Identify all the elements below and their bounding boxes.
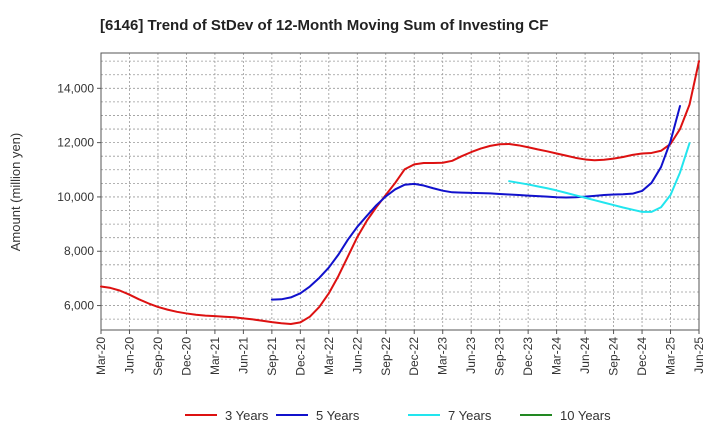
chart-title: [6146] Trend of StDev of 12-Month Moving… <box>100 17 548 34</box>
x-tick-label: Mar-20 <box>94 337 108 375</box>
x-tick-label: Jun-23 <box>464 337 478 374</box>
x-tick-label: Dec-22 <box>407 337 421 376</box>
x-tick-label: Jun-25 <box>692 337 706 374</box>
x-tick-label: Mar-23 <box>436 337 450 375</box>
y-tick-label: 10,000 <box>57 190 94 204</box>
x-tick-label: Sep-22 <box>379 337 393 376</box>
legend: 3 Years 5 Years 7 Years 10 Years <box>185 408 611 423</box>
series-group <box>100 60 700 326</box>
x-tick-label: Sep-20 <box>151 337 165 376</box>
x-tick-label: Dec-23 <box>521 337 535 376</box>
x-tick-label: Dec-20 <box>179 337 193 376</box>
x-tick-label: Mar-24 <box>550 337 564 375</box>
y-tick-label: 6,000 <box>64 299 94 313</box>
y-tick-label: 8,000 <box>64 244 94 258</box>
y-tick-label: 14,000 <box>57 81 94 95</box>
legend-label: 5 Years <box>316 408 360 423</box>
x-tick-label: Jun-21 <box>236 337 250 374</box>
plot-area <box>100 52 700 331</box>
x-tick-label: Mar-21 <box>208 337 222 375</box>
legend-label: 10 Years <box>560 408 611 423</box>
x-tick-label: Sep-24 <box>607 337 621 376</box>
x-tick-label: Mar-25 <box>664 337 678 375</box>
x-tick-label: Sep-21 <box>265 337 279 376</box>
series-line-3-years <box>100 60 700 326</box>
series-line-7-years <box>508 142 691 213</box>
x-axis: Mar-20 Jun-20 Sep-20 Dec-20 Mar-21 Jun-21 Sep-… <box>94 330 706 376</box>
grid <box>100 53 700 330</box>
y-tick-label: 12,000 <box>57 136 94 150</box>
x-tick-label: Dec-21 <box>293 337 307 376</box>
x-tick-label: Jun-22 <box>350 337 364 374</box>
x-tick-label: Mar-22 <box>322 337 336 375</box>
x-tick-label: Sep-23 <box>493 337 507 376</box>
legend-label: 7 Years <box>448 408 492 423</box>
x-tick-label: Dec-24 <box>635 337 649 376</box>
y-axis: 6,000 8,000 10,000 12,000 14,000 <box>57 81 101 313</box>
y-axis-label: Amount (million yen) <box>8 133 23 252</box>
series-line-5-years <box>270 104 682 301</box>
x-tick-label: Jun-20 <box>122 337 136 374</box>
x-tick-label: Jun-24 <box>578 337 592 374</box>
legend-label: 3 Years <box>225 408 269 423</box>
